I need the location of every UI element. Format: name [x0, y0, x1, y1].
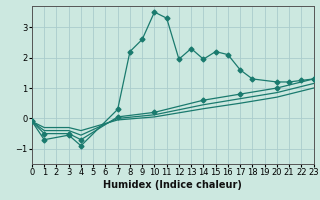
X-axis label: Humidex (Indice chaleur): Humidex (Indice chaleur) — [103, 180, 242, 190]
